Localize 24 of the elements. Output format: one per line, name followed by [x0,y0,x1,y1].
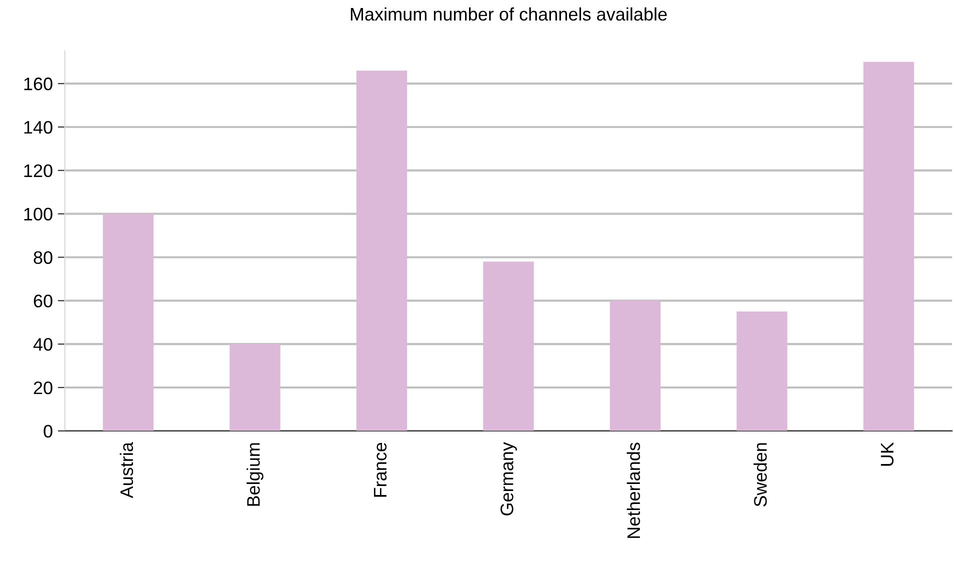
x-tick-label: Belgium [246,443,264,506]
bar [610,300,661,431]
y-tick-label: 80 [34,251,52,264]
x-tick-label: Netherlands [626,442,640,538]
x-tick-label: France [374,442,387,497]
y-tick-label: 120 [24,164,52,178]
x-tick-label: Germany [500,442,517,516]
y-tick-label: 20 [34,381,52,394]
bar [863,62,914,431]
y-tick-label: 160 [24,78,52,90]
bar [102,214,154,431]
bar [483,262,534,431]
x-tick-label: Sweden [754,443,767,506]
y-tick-label: 60 [34,294,52,308]
y-tick-label: 140 [24,120,52,134]
bar [736,312,788,431]
chart-title: Maximum number of channels available [350,7,667,21]
bar [230,344,280,431]
y-tick-label: 100 [24,208,52,221]
bar [356,70,408,431]
x-tick-label: Austria [120,442,134,498]
y-tick-label: 0 [44,424,52,438]
y-tick-label: 40 [33,338,52,351]
x-tick-label: UK [880,442,894,466]
